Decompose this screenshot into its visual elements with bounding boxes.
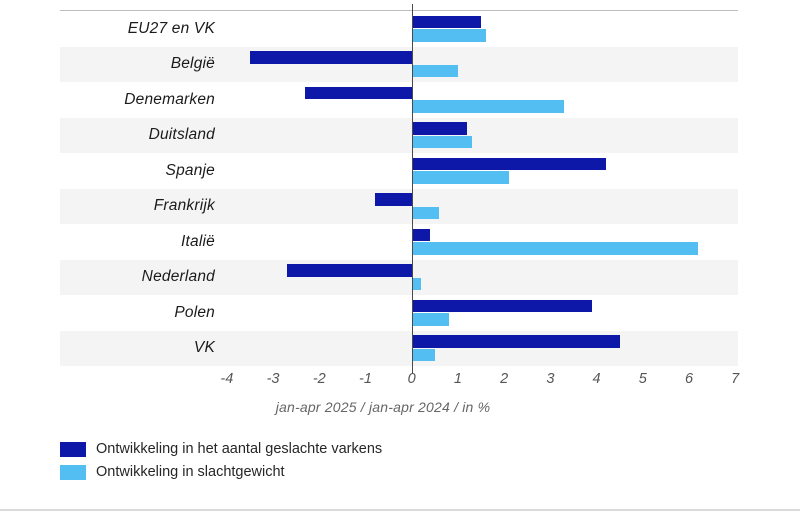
x-tick-label-5: 5	[638, 371, 647, 387]
category-label: Duitsland	[148, 126, 215, 144]
category-label: België	[170, 55, 215, 73]
table-row: Spanje	[60, 153, 738, 189]
legend-swatch-light-blue	[60, 464, 86, 480]
x-tick-label-3: 3	[546, 371, 555, 387]
gridline--3	[273, 11, 275, 364]
gridline--2	[319, 11, 321, 364]
bar-varkens	[411, 299, 592, 312]
bar-slachtgewicht	[411, 277, 421, 290]
gridline--4	[226, 11, 228, 364]
legend-label: Ontwikkeling in het aantal geslachte var…	[96, 441, 383, 457]
x-tick-label--1: -1	[359, 371, 372, 387]
plot-area: EU27 en VK België Denemarken Duitsland Spanj…	[60, 4, 738, 374]
category-label: Denemarken	[124, 90, 215, 108]
bar-slachtgewicht	[411, 348, 435, 361]
table-row: Italië	[60, 224, 738, 260]
gridline-7	[735, 11, 737, 364]
bar-varkens	[411, 335, 620, 348]
gridline-5	[642, 11, 644, 364]
bar-varkens	[374, 193, 412, 206]
gridline-2	[504, 11, 506, 364]
x-tick-label--4: -4	[220, 371, 234, 387]
category-label: EU27 en VK	[127, 19, 215, 37]
bar-slachtgewicht	[411, 313, 449, 326]
gridline-6	[689, 11, 690, 364]
bar-slachtgewicht	[411, 64, 458, 77]
bar-varkens	[286, 264, 412, 277]
x-tick-label--3: -3	[266, 371, 280, 387]
table-row: Duitsland	[60, 117, 738, 153]
x-tick-label-4: 4	[592, 371, 601, 387]
x-tick-label--2: -2	[312, 371, 326, 387]
x-tick-label-0: 0	[407, 371, 416, 387]
bar-varkens	[305, 86, 412, 99]
bar-varkens	[411, 122, 468, 135]
bar-varkens	[249, 51, 412, 64]
x-axis-ticks: -4 -3 -2 -1 0 1 2 3 4 5 6 7	[60, 371, 740, 391]
category-label: Italië	[181, 232, 215, 250]
category-label: VK	[193, 339, 215, 357]
gridline--1	[365, 11, 367, 364]
bar-varkens	[411, 15, 482, 28]
bar-slachtgewicht	[411, 135, 472, 148]
category-label: Spanje	[165, 161, 215, 179]
table-row: EU27 en VK	[60, 11, 738, 47]
legend-item-varkens: Ontwikkeling in het aantal geslachte var…	[60, 441, 382, 457]
table-row: VK	[60, 330, 738, 366]
x-axis-title: jan-apr 2025 / jan-apr 2024 / in %	[275, 399, 491, 415]
table-row: Denemarken	[60, 82, 738, 118]
table-row: Nederland	[60, 259, 738, 295]
table-row: Polen	[60, 295, 738, 331]
bar-slachtgewicht	[411, 100, 565, 113]
legend-item-slachtgewicht: Ontwikkeling in slachtgewicht	[60, 464, 382, 480]
bar-slachtgewicht	[411, 29, 486, 42]
gridline-4	[596, 11, 598, 364]
x-tick-label-2: 2	[500, 371, 509, 387]
category-label: Frankrijk	[153, 197, 215, 215]
bar-slachtgewicht	[411, 206, 440, 219]
x-tick-label-7: 7	[731, 371, 740, 387]
x-tick-label-1: 1	[453, 371, 462, 387]
legend: Ontwikkeling in het aantal geslachte var…	[60, 441, 382, 480]
table-row: België	[60, 46, 738, 82]
page-bottom-border	[0, 509, 800, 511]
gridline-1	[457, 11, 459, 364]
category-label: Polen	[174, 303, 215, 321]
x-tick-label-6: 6	[684, 371, 694, 387]
category-label: Nederland	[141, 268, 215, 286]
bar-slachtgewicht	[411, 171, 509, 184]
legend-swatch-dark-blue	[60, 441, 86, 457]
bar-varkens	[411, 228, 431, 241]
bar-slachtgewicht	[411, 242, 699, 255]
gridline-3	[550, 11, 552, 364]
legend-label: Ontwikkeling in slachtgewicht	[96, 464, 285, 480]
zero-axis-line	[411, 4, 414, 374]
table-row: Frankrijk	[60, 188, 738, 224]
bar-varkens	[411, 157, 606, 170]
